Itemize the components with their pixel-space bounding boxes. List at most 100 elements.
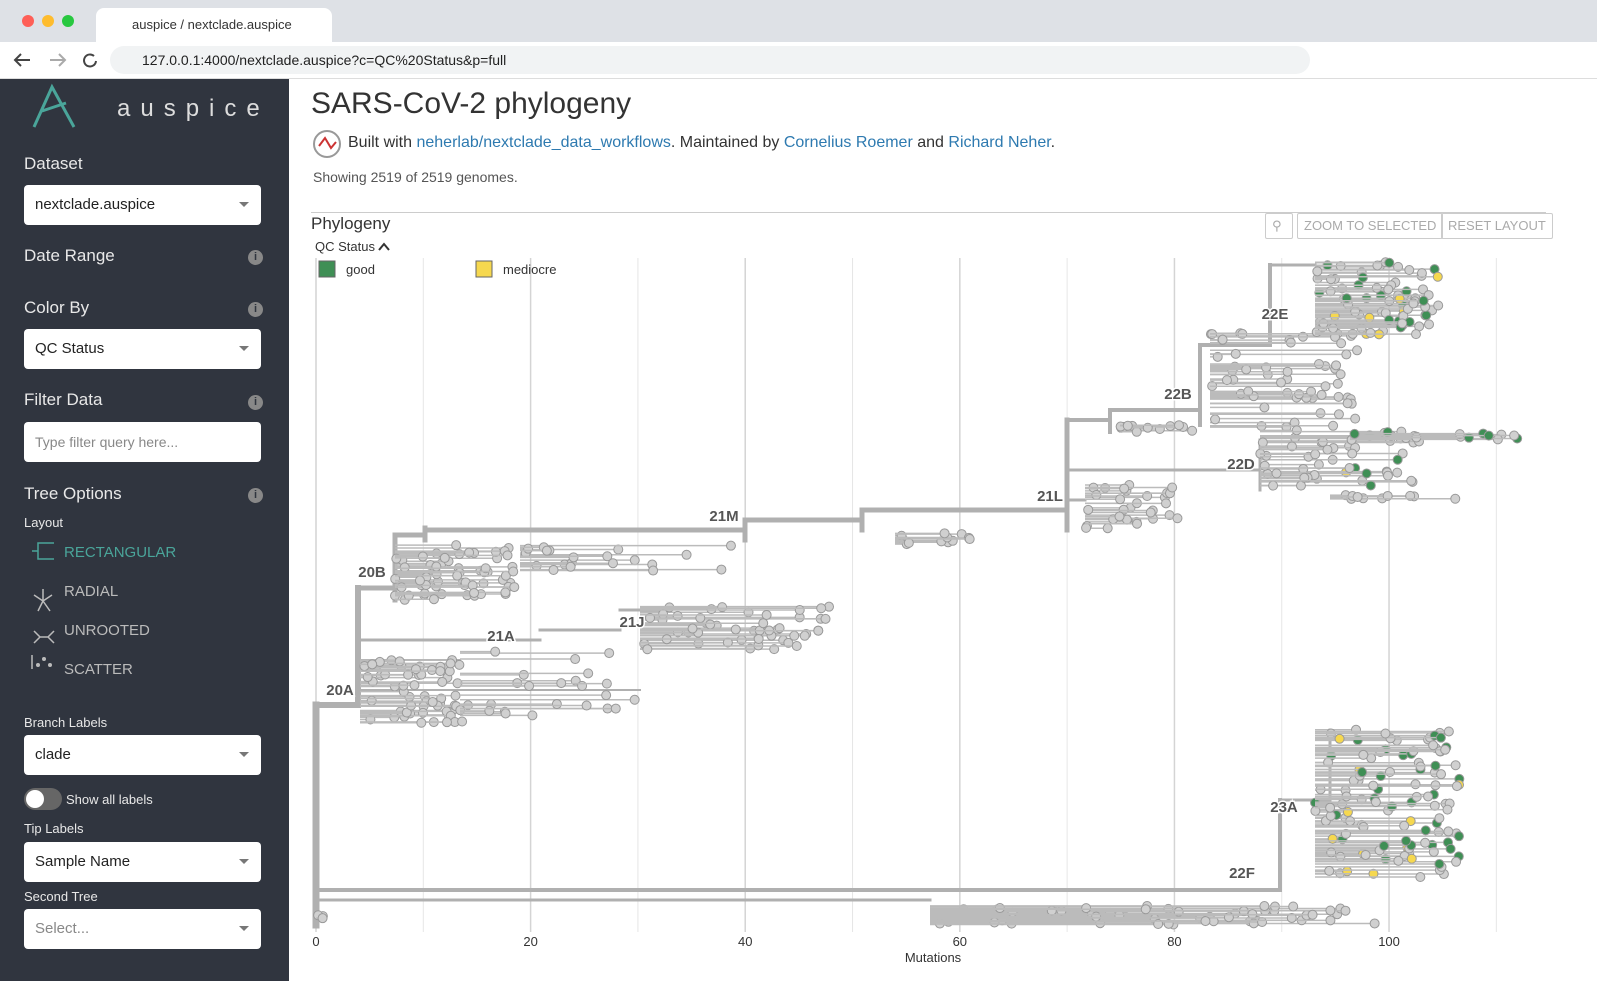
tip xyxy=(1336,338,1347,349)
tip xyxy=(1423,791,1434,802)
tip xyxy=(1434,858,1445,869)
tip xyxy=(1415,872,1426,883)
tip xyxy=(964,534,975,545)
layout-option[interactable]: SCATTER xyxy=(64,661,133,678)
clade-label: 23A xyxy=(1270,799,1298,816)
tip xyxy=(1172,513,1183,524)
layout-option[interactable]: UNROOTED xyxy=(64,622,150,639)
divider xyxy=(311,212,1546,213)
tip xyxy=(1327,833,1338,844)
tip xyxy=(1286,441,1297,452)
tip xyxy=(1451,781,1462,792)
tip xyxy=(426,665,437,676)
tip xyxy=(317,913,328,924)
tip xyxy=(583,668,594,679)
filter-input[interactable]: Type filter query here... xyxy=(24,422,261,462)
minimize-dot[interactable] xyxy=(42,15,54,27)
tip xyxy=(1401,835,1412,846)
reset-layout-button[interactable]: RESET LAYOUT xyxy=(1441,213,1553,239)
layout-option[interactable]: RECTANGULAR xyxy=(64,544,177,561)
tip xyxy=(1299,472,1310,483)
tab[interactable]: auspice / nextclade.auspice xyxy=(96,8,332,42)
tip xyxy=(427,697,438,708)
tip xyxy=(753,634,764,645)
x-axis-label: Mutations xyxy=(905,950,962,965)
tip xyxy=(1442,804,1453,815)
layout-option[interactable]: RADIAL xyxy=(64,583,119,600)
tip xyxy=(1368,868,1379,879)
tip xyxy=(601,690,612,701)
link[interactable]: Cornelius Roemer xyxy=(783,134,913,151)
tip xyxy=(500,708,511,719)
zoom-dot[interactable] xyxy=(62,15,74,27)
tip xyxy=(1399,820,1410,831)
tip xyxy=(1344,463,1355,474)
tip xyxy=(366,695,377,706)
branch-labels-select[interactable]: clade xyxy=(24,735,261,775)
tip xyxy=(1463,432,1474,443)
tip xyxy=(1257,917,1268,928)
tip xyxy=(394,656,405,667)
tip xyxy=(799,630,810,641)
tip xyxy=(1483,430,1494,441)
tip xyxy=(1443,726,1454,737)
tip xyxy=(1167,482,1178,493)
tip xyxy=(1375,771,1386,782)
tip xyxy=(1328,420,1339,431)
tip xyxy=(1083,504,1094,515)
link[interactable]: Richard Neher xyxy=(948,134,1051,151)
tip xyxy=(414,575,425,586)
tip xyxy=(1420,837,1431,848)
toggle[interactable] xyxy=(24,788,62,810)
tip xyxy=(1382,470,1393,481)
tip xyxy=(451,540,462,551)
text: . xyxy=(1050,134,1056,151)
info-icon[interactable]: i xyxy=(248,395,263,410)
x-tick-label: 20 xyxy=(523,934,537,949)
tip xyxy=(1119,483,1130,494)
label: Filter Data xyxy=(24,390,103,409)
tip xyxy=(791,641,802,652)
tip-labels-select[interactable]: Sample Name xyxy=(24,842,261,882)
tip xyxy=(1241,364,1252,375)
tip xyxy=(1384,257,1395,268)
tip xyxy=(1420,825,1431,836)
tip xyxy=(524,680,535,691)
tip xyxy=(565,561,576,572)
tip xyxy=(816,603,827,614)
tip xyxy=(480,563,491,574)
second-tree-select[interactable]: Select... xyxy=(24,909,261,949)
tip xyxy=(820,613,831,624)
clade-label: 22F xyxy=(1229,865,1255,882)
info-icon[interactable]: i xyxy=(248,302,263,317)
link[interactable]: neherlab/nextclade_data_workflows xyxy=(416,134,671,151)
tip xyxy=(431,561,442,572)
info-icon[interactable]: i xyxy=(248,488,263,503)
label: Show all labels xyxy=(66,792,153,807)
tip xyxy=(1433,300,1444,311)
info-icon[interactable]: i xyxy=(248,250,263,265)
tip xyxy=(518,669,529,680)
dataset-select[interactable]: nextclade.auspice xyxy=(24,185,261,225)
tip xyxy=(1364,312,1375,323)
url-field[interactable]: 127.0.0.1:4000/nextclade.auspice?c=QC%20… xyxy=(110,46,1310,74)
tip xyxy=(445,658,456,669)
tip xyxy=(1445,843,1456,854)
color-by-select[interactable]: QC Status xyxy=(24,329,261,369)
label: Date Range xyxy=(24,246,115,265)
tip xyxy=(1221,375,1232,386)
tip xyxy=(681,549,692,560)
tip xyxy=(1091,489,1102,500)
tip xyxy=(1361,468,1372,479)
zoom-selected-button[interactable]: ZOOM TO SELECTED xyxy=(1297,213,1444,239)
panel-title: Phylogeny xyxy=(311,214,391,233)
tip xyxy=(1349,428,1360,439)
tip xyxy=(527,710,538,721)
close-dot[interactable] xyxy=(22,15,34,27)
text: and xyxy=(917,134,944,151)
zoom-button[interactable]: ⚲ xyxy=(1265,213,1293,239)
nav-buttons[interactable] xyxy=(10,50,100,70)
tip xyxy=(1450,760,1461,771)
